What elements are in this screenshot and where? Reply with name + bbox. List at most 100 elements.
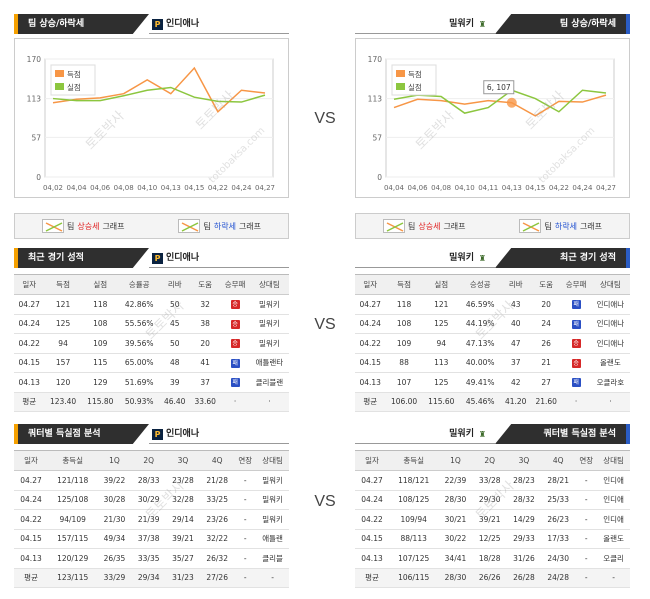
y-tick-label: 0 (377, 173, 382, 182)
table-cell: 39.56% (118, 333, 160, 354)
down-trend-legend[interactable]: 팀 하락세 그래프 (519, 219, 602, 233)
legend-prefix: 팀 (407, 221, 416, 231)
table-cell: 04.13 (14, 372, 45, 393)
table-cell: 125 (422, 372, 460, 393)
up-trend-legend[interactable]: 팀 상승세 그래프 (382, 219, 466, 233)
table-cell: · (590, 392, 630, 412)
series-line-실점 (393, 89, 607, 114)
table-cell: - (575, 529, 598, 549)
table-cell: 승 (561, 333, 591, 354)
table-cell: 29/34 (131, 568, 166, 588)
legend-label: 득점 (408, 69, 422, 79)
home-chart-header: 팀 상승/하락세 P 인디애나 (14, 14, 289, 34)
table-cell: 인디애 (597, 470, 630, 491)
table-cell: 41 (189, 353, 221, 373)
table-cell: 30/22 (438, 529, 473, 549)
legend-down-label: 하락세 (213, 221, 236, 231)
column-header: 상대팀 (597, 450, 630, 471)
win-badge: 승 (230, 319, 240, 329)
team-name: 밀워키 (449, 19, 474, 29)
column-header: 실점 (422, 274, 460, 295)
table-cell: 애틀랜 (256, 529, 289, 549)
column-header: 승성공 (459, 274, 501, 295)
section-title: 최근 경기 성적 (14, 248, 149, 268)
table-cell: 21.60 (530, 392, 562, 412)
loss-badge: 패 (571, 300, 581, 310)
table-cell: 30/28 (97, 490, 132, 510)
table-cell: 65.00% (118, 353, 160, 373)
table-cell: 클리블 (256, 548, 289, 569)
table-cell: 40.00% (459, 353, 501, 373)
table-cell: - (234, 509, 257, 530)
table-cell: 108 (385, 314, 423, 334)
away-trend-chart: 0 57 113 170 04,04 04,06 04,08 04,10 04,11 04,13 0… (355, 38, 630, 198)
table-cell: 115 (81, 353, 119, 373)
table-cell: 43 (500, 294, 531, 315)
table-cell: 50 (159, 333, 190, 354)
table-cell: 32 (189, 294, 221, 315)
divider (149, 267, 289, 268)
table-cell: 승 (220, 314, 250, 334)
table-cell: - (256, 568, 289, 588)
table-cell: 패 (220, 353, 250, 373)
table-row: 04.27 118/121 22/39 33/28 28/23 28/21- 인디애 (355, 470, 630, 491)
table-cell: 28/21 (541, 470, 576, 491)
table-cell: 인디애 (597, 509, 630, 530)
column-header: 연장 (575, 450, 598, 471)
table-cell: 24/28 (541, 568, 576, 588)
home-quarter-panel: 쿼터별 득실점 분석 P 인디애나 일자 총득실 1Q 2Q 3Q 4Q 연장 상대팀 04.2… (14, 424, 289, 588)
table-cell: 인디애나 (590, 314, 630, 334)
y-tick-label: 57 (372, 133, 382, 142)
pacers-logo-icon: P (152, 18, 163, 30)
x-tick-label: 04,06 (90, 184, 111, 192)
table-cell: · (249, 392, 289, 412)
table-cell: 39/22 (97, 470, 132, 491)
table-cell: 04.27 (14, 294, 45, 315)
table-cell: 20 (530, 294, 562, 315)
table-cell: 20 (189, 333, 221, 354)
table-row: 04.13 120 129 51.69% 39 37 패 클리블랜 (14, 372, 289, 393)
legend-prefix: 팀 (203, 221, 211, 231)
table-cell: 44.19% (459, 314, 501, 334)
table-cell: 26/32 (200, 548, 235, 569)
table-cell: 밀워키 (249, 333, 289, 354)
table-row: 04.27 121 118 42.86% 50 32 승 밀워키 (14, 294, 289, 315)
away-chart-header: 밀워키 ♜ 팀 상승/하락세 (355, 14, 630, 34)
table-row: 04.27 118 121 46.59% 43 20 패 인디애나 (355, 294, 630, 315)
team-name: 인디애나 (166, 253, 200, 263)
x-tick-label: 04,13 (502, 184, 522, 192)
table-cell: 157 (44, 353, 82, 373)
legend-down-label: 하락세 (554, 221, 577, 231)
table-cell: 125/108 (48, 490, 98, 510)
table-cell: 04.22 (14, 509, 49, 530)
home-team-label: P 인디애나 (152, 251, 199, 265)
up-trend-legend[interactable]: 팀 상승세 그래프 (41, 219, 125, 233)
team-name: 밀워키 (449, 253, 474, 263)
table-cell: 04.22 (14, 333, 45, 354)
column-header: 도움 (189, 274, 221, 295)
column-header: 일자 (355, 450, 390, 471)
table-cell: 107/125 (389, 548, 439, 569)
down-trend-legend[interactable]: 팀 하락세 그래프 (178, 219, 261, 233)
table-cell: 39 (159, 372, 190, 393)
table-cell: 50 (159, 294, 190, 315)
team-name: 밀워키 (449, 429, 474, 439)
table-cell: 패 (561, 372, 591, 393)
vs-label: VS (314, 493, 336, 510)
table-cell: 39/21 (165, 529, 201, 549)
table-cell: 33/25 (200, 490, 235, 510)
legend-prefix: 팀 (66, 221, 75, 231)
section-title: 쿼터별 득실점 분석 (495, 424, 630, 444)
home-recent-header: 최근 경기 성적 P 인디애나 (14, 248, 289, 268)
table-cell: 승 (561, 353, 591, 373)
table-cell: 109/94 (389, 509, 439, 530)
column-header: 1Q (438, 450, 473, 471)
table-cell: 121 (422, 294, 460, 315)
table-cell: 평균 (355, 568, 390, 588)
table-cell: 승 (220, 294, 250, 315)
column-header: 상대팀 (590, 274, 630, 295)
table-cell: 88 (385, 353, 423, 373)
table-cell: 31/23 (165, 568, 201, 588)
vs-label: VS (314, 316, 336, 333)
table-cell: - (234, 548, 257, 569)
